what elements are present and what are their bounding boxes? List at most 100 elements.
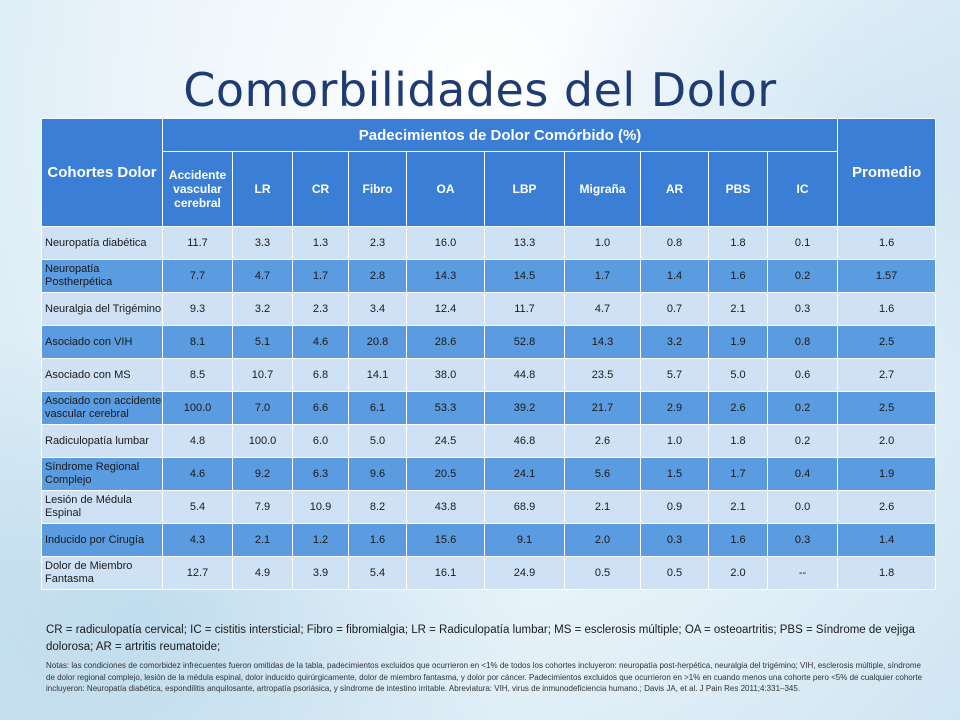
table-cell: 7.9 [232,490,293,524]
table-cell: 0.8 [640,226,709,260]
table-cell: 1.8 [708,424,768,458]
table-cell: 53.3 [406,391,485,425]
row-label: Neuropatía Postherpética [41,259,163,293]
table-cell: 9.1 [484,523,565,557]
row-label: Asociado con accidente vascular cerebral [41,391,163,425]
average-cell: 1.6 [837,292,937,326]
table-cell: 20.5 [406,457,485,491]
table-cell: 6.1 [348,391,407,425]
table-cell: 3.2 [232,292,293,326]
table-cell: 2.9 [640,391,709,425]
average-cell: 1.57 [837,259,937,293]
column-header: Fibro [348,151,407,227]
table-cell: -- [766,556,839,590]
table-cell: 2.6 [708,391,768,425]
column-header: PBS [708,151,768,227]
table-body: Neuropatía diabética 11.7 3.3 1.3 2.3 16.0 13.… [41,226,937,590]
table-cell: 11.7 [162,226,233,260]
table-cell: 0.5 [640,556,709,590]
table-cell: 1.7 [564,259,641,293]
table-cell: 52.8 [484,325,565,359]
column-header: LR [232,151,293,227]
table-cell: 0.7 [640,292,709,326]
table-cell: 5.4 [348,556,407,590]
table-cell: 1.6 [348,523,407,557]
table-cell: 14.1 [348,358,407,392]
table-row: Dolor de Miembro Fantasma 12.7 4.9 3.9 5.4 16… [41,556,937,590]
table-cell: 11.7 [484,292,565,326]
table-cell: 68.9 [484,490,565,524]
table-cell: 10.7 [232,358,293,392]
table-cell: 3.9 [292,556,349,590]
table-row: Neuropatía diabética 11.7 3.3 1.3 2.3 16.0 13.… [41,226,937,260]
table-row: Neuralgia del Trigémino 9.3 3.2 2.3 3.4 12.4 1… [41,292,937,326]
table-cell: 2.3 [348,226,407,260]
table-cell: 5.0 [348,424,407,458]
average-cell: 2.5 [837,391,937,425]
row-label: Radiculopatía lumbar [41,424,163,458]
table-row: Neuropatía Postherpética 7.7 4.7 1.7 2.8 14.3… [41,259,937,293]
table-cell: 5.7 [640,358,709,392]
table-cell: 4.6 [162,457,233,491]
table-cell: 0.3 [640,523,709,557]
table-cell: 8.1 [162,325,233,359]
table-row: Lesión de Médula Espinal 5.4 7.9 10.9 8.2 43.… [41,490,937,524]
table-cell: 1.6 [708,259,768,293]
table-cell: 0.0 [766,490,839,524]
table-cell: 1.5 [640,457,709,491]
table-cell: 1.4 [640,259,709,293]
table-cell: 5.6 [564,457,641,491]
table-cell: 15.6 [406,523,485,557]
table-cell: 0.2 [766,424,839,458]
table-cell: 28.6 [406,325,485,359]
table-cell: 12.7 [162,556,233,590]
table-cell: 12.4 [406,292,485,326]
table-cell: 3.4 [348,292,407,326]
table-cell: 16.0 [406,226,485,260]
table-cell: 9.2 [232,457,293,491]
table-cell: 8.5 [162,358,233,392]
table-cell: 0.5 [564,556,641,590]
cohort-header: Cohortes Dolor [41,118,163,227]
table-row: Radiculopatía lumbar 4.8 100.0 6.0 5.0 24.5 46… [41,424,937,458]
table-cell: 1.2 [292,523,349,557]
row-label: Neuropatía diabética [41,226,163,260]
table-cell: 23.5 [564,358,641,392]
table-cell: 0.3 [766,523,839,557]
table-cell: 4.7 [564,292,641,326]
row-label: Asociado con VIH [41,325,163,359]
average-cell: 2.0 [837,424,937,458]
table-cell: 10.9 [292,490,349,524]
table-cell: 2.8 [348,259,407,293]
row-label: Asociado con MS [41,358,163,392]
column-header: OA [406,151,485,227]
table-cell: 20.8 [348,325,407,359]
table-cell: 13.3 [484,226,565,260]
table-cell: 1.6 [708,523,768,557]
table-row: Asociado con MS 8.5 10.7 6.8 14.1 38.0 44.8 23.… [41,358,937,392]
table-cell: 1.7 [292,259,349,293]
column-header: AR [640,151,709,227]
average-cell: 2.5 [837,325,937,359]
table-cell: 7.0 [232,391,293,425]
table-cell: 6.6 [292,391,349,425]
table-cell: 14.3 [564,325,641,359]
table-cell: 4.3 [162,523,233,557]
table-cell: 0.1 [766,226,839,260]
column-header: Accidente vascular cerebral [162,151,233,227]
average-cell: 1.8 [837,556,937,590]
table-cell: 0.6 [766,358,839,392]
table-cell: 4.9 [232,556,293,590]
table-cell: 0.3 [766,292,839,326]
row-label: Lesión de Médula Espinal [41,490,163,524]
table-cell: 9.6 [348,457,407,491]
table-cell: 9.3 [162,292,233,326]
column-header: LBP [484,151,565,227]
table-cell: 38.0 [406,358,485,392]
table-cell: 46.8 [484,424,565,458]
table-cell: 2.3 [292,292,349,326]
table-cell: 1.8 [708,226,768,260]
table-cell: 7.7 [162,259,233,293]
table-row: Asociado con VIH 8.1 5.1 4.6 20.8 28.6 52.8 14.… [41,325,937,359]
table-cell: 14.3 [406,259,485,293]
